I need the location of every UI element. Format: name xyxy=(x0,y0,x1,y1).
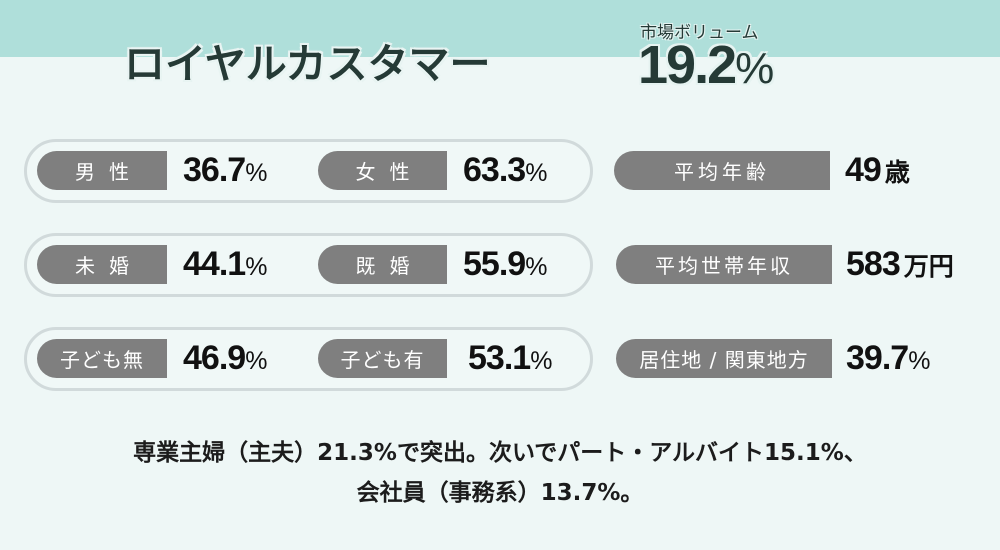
value-married-number: 55.9 xyxy=(463,245,526,283)
value-average-age-unit: 歳 xyxy=(884,158,910,187)
market-volume-label: 市場ボリューム xyxy=(640,23,759,43)
value-household-income-number: 583 xyxy=(846,245,901,283)
label-average-age: 平均年齢 xyxy=(614,151,830,190)
summary-line-1: 専業主婦（主夫）21.3%で突出。次いでパート・アルバイト15.1%、 xyxy=(133,440,867,466)
label-has-children: 子ども有 xyxy=(318,339,447,378)
value-has-children: 53.1% xyxy=(468,339,552,381)
value-residence-number: 39.7 xyxy=(846,339,909,377)
label-male: 男性 xyxy=(37,151,167,190)
label-household-income: 平均世帯年収 xyxy=(616,245,832,284)
value-male-number: 36.7 xyxy=(183,151,246,189)
value-has-children-number: 53.1 xyxy=(468,339,531,377)
value-female-unit: % xyxy=(525,159,548,187)
value-residence: 39.7% xyxy=(846,339,930,381)
value-residence-unit: % xyxy=(908,347,931,375)
market-volume-number: 19.2 xyxy=(638,35,737,95)
value-female-number: 63.3 xyxy=(463,151,526,189)
value-single: 44.1% xyxy=(183,245,267,287)
summary-line-2: 会社員（事務系）13.7%。 xyxy=(356,480,644,506)
value-household-income: 583 万円 xyxy=(846,245,954,286)
header-band xyxy=(0,0,1000,57)
label-married: 既婚 xyxy=(318,245,447,284)
page-title: ロイヤルカスタマー xyxy=(124,40,491,88)
value-has-children-unit: % xyxy=(530,347,553,375)
value-average-age-number: 49 xyxy=(845,151,882,189)
label-single: 未婚 xyxy=(37,245,167,284)
value-household-income-unit: 万円 xyxy=(903,252,954,281)
value-male: 36.7% xyxy=(183,151,267,193)
label-no-children: 子ども無 xyxy=(37,339,167,378)
value-no-children: 46.9% xyxy=(183,339,267,381)
value-married-unit: % xyxy=(525,253,548,281)
label-residence: 居住地 / 関東地方 xyxy=(616,339,832,378)
value-no-children-unit: % xyxy=(245,347,268,375)
value-male-unit: % xyxy=(245,159,268,187)
value-single-unit: % xyxy=(245,253,268,281)
market-volume-value: 19.2% xyxy=(638,35,774,96)
market-volume-unit: % xyxy=(735,44,774,93)
value-female: 63.3% xyxy=(463,151,547,193)
value-married: 55.9% xyxy=(463,245,547,287)
value-average-age: 49 歳 xyxy=(845,151,910,192)
value-single-number: 44.1 xyxy=(183,245,246,283)
value-no-children-number: 46.9 xyxy=(183,339,246,377)
summary-text: 専業主婦（主夫）21.3%で突出。次いでパート・アルバイト15.1%、 会社員（… xyxy=(0,433,1000,513)
label-female: 女性 xyxy=(318,151,447,190)
marital-capsule xyxy=(24,233,593,297)
